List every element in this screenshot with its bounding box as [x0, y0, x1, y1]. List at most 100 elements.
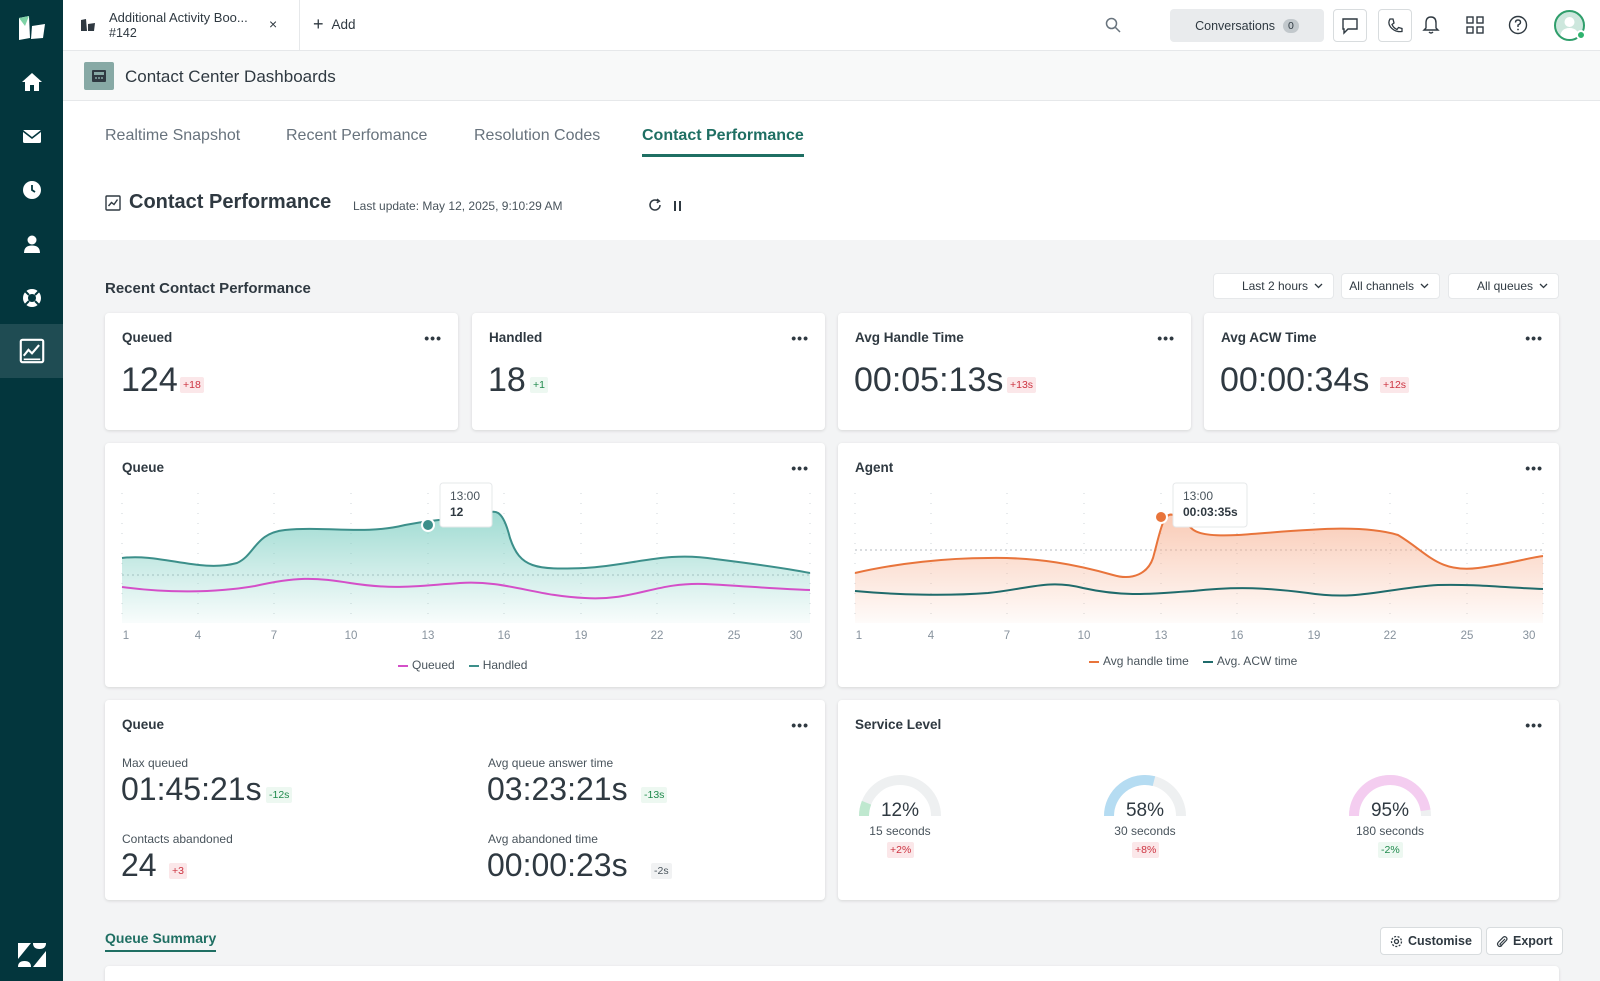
- more-options-icon[interactable]: •••: [1157, 330, 1175, 346]
- stat-value: 24: [121, 847, 157, 883]
- tab-recent-performance[interactable]: Recent Perfomance: [286, 127, 428, 144]
- apps-grid-icon[interactable]: [1465, 15, 1485, 35]
- sidebar-item-home[interactable]: [0, 55, 63, 109]
- gauge-value: 58%: [1125, 800, 1165, 821]
- channels-filter[interactable]: All channels: [1341, 273, 1440, 299]
- conversations-button[interactable]: Conversations 0: [1170, 9, 1324, 42]
- product-logo-icon[interactable]: [17, 14, 47, 42]
- phone-icon: [1388, 17, 1403, 32]
- kpi-value: 00:00:34s: [1220, 361, 1370, 399]
- chart-legend: Avg handle time Avg. ACW time: [1089, 654, 1297, 668]
- x-tick: 13: [422, 630, 435, 642]
- tab-queue-summary[interactable]: Queue Summary: [105, 930, 217, 952]
- help-icon[interactable]: [1508, 15, 1528, 35]
- refresh-icon[interactable]: [648, 198, 662, 212]
- gauge-delta-badge: -2%: [1378, 842, 1403, 858]
- x-tick: 7: [1004, 630, 1010, 642]
- kpi-card-handled: Handled ••• 18 +1: [472, 313, 825, 430]
- queued-series-line: [121, 577, 811, 600]
- legend-item-avg-acw-time[interactable]: Avg. ACW time: [1202, 654, 1297, 668]
- ticket-tab[interactable]: Additional Activity Boo... #142 ×: [63, 0, 300, 51]
- kpi-card-avg-handle-time: Avg Handle Time ••• 00:05:13s +13s: [838, 313, 1191, 430]
- kpi-title: Queued: [122, 330, 173, 345]
- sidebar-item-inbox[interactable]: [0, 109, 63, 163]
- chevron-down-icon: [1314, 283, 1323, 289]
- x-tick: 13: [1155, 630, 1168, 642]
- legend-item-handled[interactable]: Handled: [468, 658, 527, 672]
- tooltip-point: [421, 518, 435, 532]
- tab-resolution-codes[interactable]: Resolution Codes: [474, 127, 601, 144]
- last-update-timestamp: Last update: May 12, 2025, 9:10:29 AM: [353, 199, 563, 213]
- sidebar-item-history[interactable]: [0, 163, 63, 217]
- zendesk-logo-icon[interactable]: [17, 942, 47, 968]
- kpi-value: 18: [488, 361, 526, 399]
- stat-value: 03:23:21s: [487, 771, 628, 807]
- x-tick: 7: [271, 630, 277, 642]
- more-options-icon[interactable]: •••: [424, 330, 442, 346]
- gauge-value: 95%: [1370, 800, 1410, 821]
- ticket-tab-number: #142: [109, 26, 137, 40]
- chevron-down-icon: [1539, 283, 1548, 289]
- channels-filter-label: All channels: [1349, 279, 1414, 293]
- gauge-delta-badge: +8%: [1132, 842, 1160, 858]
- tab-contact-performance[interactable]: Contact Performance: [642, 127, 804, 157]
- gauge-label: 180 seconds: [1355, 824, 1425, 838]
- more-options-icon[interactable]: •••: [791, 330, 809, 346]
- gauge-track: [859, 775, 941, 817]
- x-tick: 30: [790, 630, 803, 642]
- sidebar-item-support[interactable]: [0, 271, 63, 325]
- customise-label: Customise: [1408, 934, 1472, 948]
- phone-button[interactable]: [1378, 9, 1412, 42]
- kpi-value: 00:05:13s: [854, 361, 1004, 399]
- more-options-icon[interactable]: •••: [791, 460, 809, 476]
- kpi-card-queued: Queued ••• 124 +18: [105, 313, 458, 430]
- time-range-filter-label: Last 2 hours: [1241, 279, 1308, 293]
- bell-icon[interactable]: [1421, 15, 1441, 35]
- tab-realtime-snapshot[interactable]: Realtime Snapshot: [105, 127, 241, 144]
- service-level-card: Service Level ••• 12% 15 seconds +2% 58%…: [838, 700, 1559, 900]
- time-range-filter[interactable]: Last 2 hours: [1213, 273, 1334, 299]
- kpi-delta-badge: +18: [180, 377, 204, 393]
- person-icon: [23, 235, 40, 253]
- messaging-button[interactable]: [1333, 9, 1367, 42]
- clock-icon: [22, 181, 41, 199]
- ticket-tab-title: Additional Activity Boo...: [109, 10, 248, 25]
- legend-item-avg-handle-time[interactable]: Avg handle time: [1089, 654, 1189, 668]
- more-options-icon[interactable]: •••: [1525, 330, 1543, 346]
- search-icon[interactable]: [1105, 17, 1121, 33]
- contact-center-app-icon: [84, 62, 114, 90]
- more-options-icon[interactable]: •••: [1525, 717, 1543, 733]
- queues-filter[interactable]: All queues: [1448, 273, 1559, 299]
- sidebar: [0, 0, 63, 981]
- sidebar-item-dashboards[interactable]: [0, 324, 63, 378]
- export-button[interactable]: Export: [1486, 927, 1563, 955]
- page-title: Contact Performance: [129, 191, 332, 213]
- avatar-person-icon: [1560, 17, 1579, 39]
- customise-button[interactable]: Customise: [1380, 927, 1482, 955]
- stat-label: Contacts abandoned: [122, 832, 233, 846]
- agent-chart-card: Agent ••• 13:00 00:03:35s 1 4 7 10: [838, 443, 1559, 687]
- gauge-label: 15 seconds: [869, 824, 931, 838]
- sidebar-item-customers[interactable]: [0, 217, 63, 271]
- ticket-tab-icon: [81, 19, 95, 31]
- legend-item-queued[interactable]: Queued: [398, 658, 455, 672]
- gauge-delta-badge: +2%: [887, 842, 915, 858]
- stat-value: 01:45:21s: [121, 771, 262, 807]
- top-bar: Additional Activity Boo... #142 × + Add …: [63, 0, 1600, 51]
- section-title: Recent Contact Performance: [105, 280, 311, 297]
- more-options-icon[interactable]: •••: [1525, 460, 1543, 476]
- kpi-title: Avg ACW Time: [1221, 330, 1317, 345]
- tooltip-time: 13:00: [450, 489, 480, 503]
- close-tab-icon[interactable]: ×: [269, 16, 278, 32]
- more-options-icon[interactable]: •••: [791, 717, 809, 733]
- x-tick: 10: [1078, 630, 1091, 642]
- service-level-gauge-15s: [859, 775, 941, 817]
- stat-delta-badge: -12s: [266, 787, 293, 803]
- envelope-icon: [22, 130, 41, 143]
- agent-chart: 13:00 00:03:35s 1 4 7 10 13 16 19 22 25 …: [854, 482, 1544, 642]
- dashboard-chart-icon: [19, 338, 44, 364]
- pause-icon[interactable]: [673, 200, 683, 212]
- service-level-gauge-180s: [1349, 775, 1431, 817]
- add-tab-button[interactable]: + Add: [313, 15, 356, 33]
- x-tick: 16: [1231, 630, 1244, 642]
